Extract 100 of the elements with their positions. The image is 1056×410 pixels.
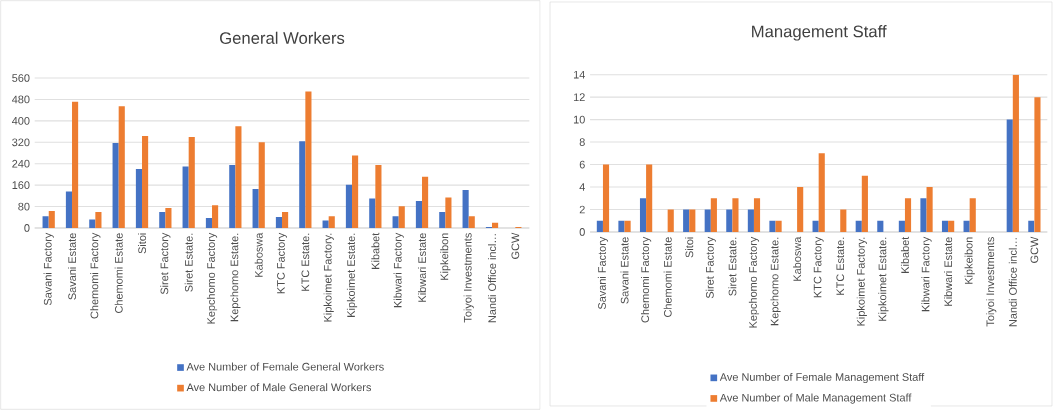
legend-label: Ave Number of Female Management Staff [719,372,925,384]
legend-label: Ave Number of Female General Workers [186,362,384,371]
x-tick-label: Kipkeibon [964,237,975,284]
bar [948,220,955,232]
y-tick-label: 6 [579,160,585,169]
chart-title: Management Staff [752,25,887,41]
bar [639,198,647,232]
x-tick-label: Toiyoi Investments [463,233,474,323]
bar [42,216,49,228]
x-tick-label: Kibwari Factory [393,232,404,308]
bar [818,153,825,232]
x-tick-label: Chemomi Estate [114,233,123,313]
bar [72,101,79,228]
bar [392,216,399,228]
x-tick-label: Nandi Office incl… [487,234,497,323]
y-tick-label: 10 [573,115,585,124]
bar [1012,74,1019,232]
x-tick-label: Kipkeibon [440,233,451,280]
x-tick-label: Kepchomo Factory [748,236,760,328]
bar [188,136,195,228]
bar [877,220,884,232]
bar [182,166,189,228]
bar [683,209,690,232]
bar [275,217,283,228]
bar [415,200,423,228]
x-tick-label: Kipkoimet Estate. [346,233,358,317]
x-tick-label: GCW [511,232,520,259]
y-tick-label: 240 [12,159,30,168]
legend-label: Ave Number of Male General Workers [186,383,372,392]
x-tick-label: Kibwari Estate [944,237,953,306]
bar [135,169,143,228]
x-tick-label: Kepchomo Factory [206,232,218,324]
bar [282,211,289,228]
bar [95,211,102,228]
bar [258,142,265,228]
bar [345,184,353,228]
bar [322,220,329,228]
x-tick-label: KTC Estate. [836,237,845,295]
bar [468,216,475,228]
bar [328,216,335,228]
bar [840,209,847,232]
x-tick-label: Savani Factory [43,232,54,306]
y-tick-label: 2 [579,205,585,214]
bar [118,106,125,228]
x-tick-label: Kaboswa [254,232,263,277]
x-tick-label: Kibabet [900,236,909,273]
bar [747,209,754,232]
bar [596,220,603,232]
x-tick-label: Kipkoimet Estate. [878,237,889,321]
bar [212,205,219,228]
bar [369,198,376,228]
x-tick-label: Kipkoimet Factory. [856,237,867,326]
bar [753,198,761,232]
bar [65,191,73,228]
bar [445,197,452,228]
x-tick-label: Kibwari Factory [921,236,932,312]
bar [205,218,213,228]
y-tick-label: 160 [12,181,30,190]
bar [704,209,711,232]
bar [492,222,499,228]
bar [252,188,259,228]
y-tick-label: 0 [24,224,30,232]
x-tick-label: Siret Estate. [184,233,193,292]
y-tick-label: 8 [579,138,585,146]
y-tick-label: 320 [12,138,30,147]
x-tick-label: Siret Estate. [728,237,737,296]
x-tick-label: GCW [1030,236,1039,263]
bar [165,207,172,228]
y-tick-label: 400 [11,116,30,125]
bar [775,220,782,232]
x-tick-label: Kepchomo Estate. [230,233,241,322]
bar [618,220,625,232]
x-tick-label: Kaboswa [793,236,802,281]
y-tick-label: 4 [579,183,585,191]
y-tick-label: 560 [12,74,30,82]
bar [797,187,804,232]
y-tick-label: 80 [18,202,30,211]
bar [1028,220,1035,232]
x-tick-label: Kibwari Estate [417,233,427,302]
bar [941,220,949,232]
bar [398,206,405,228]
legend-label: Ave Number of Male Management Staff [719,393,912,404]
bar [710,198,717,232]
x-tick-label: KTC Factory [813,236,824,298]
bar [305,91,312,228]
x-tick-label: Kibabet [371,232,380,269]
bar [769,220,776,232]
bar [969,198,976,232]
bar [352,155,359,228]
x-tick-label: Chemomi Factory [90,232,101,319]
chart-title: General Workers [220,31,345,44]
bar [898,220,905,232]
bar [229,165,236,228]
bar [89,219,96,228]
x-tick-label: Kipkoimet Factory. [323,233,334,322]
x-tick-label: Siret Factory [160,232,171,295]
bar [812,220,819,232]
bar [855,220,862,232]
x-tick-label: Sitoi [685,237,694,258]
bar [920,198,927,232]
